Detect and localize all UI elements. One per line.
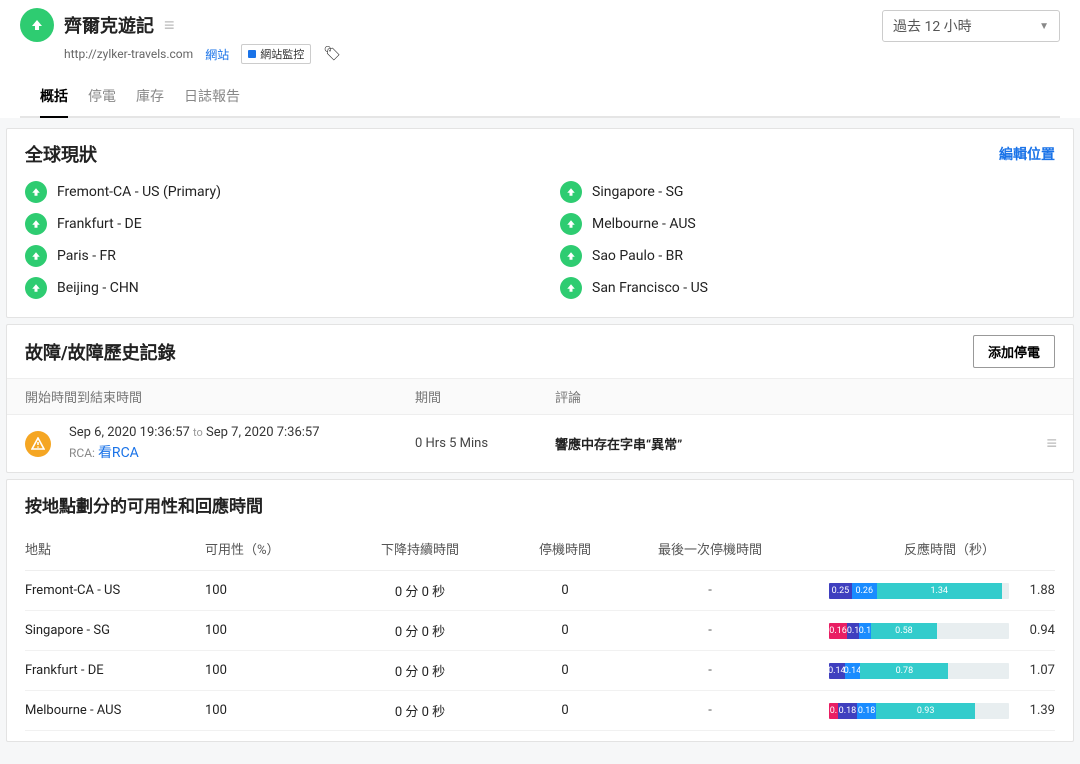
th-location: 地點 xyxy=(25,539,205,558)
cell-response-total: 1.39 xyxy=(1015,703,1055,718)
table-row: Frankfurt - DE1000 分 0 秒0- 0.140.140.78 1.… xyxy=(25,651,1055,691)
outage-history-title: 故障/故障歷史記錄 xyxy=(25,339,176,365)
location-item: San Francisco - US xyxy=(560,277,1055,299)
cell-availability: 100 xyxy=(205,623,335,638)
status-up-icon xyxy=(560,181,582,203)
response-bar: 0.0.180.180.93 xyxy=(829,703,1009,719)
location-name: Melbourne - AUS xyxy=(592,216,696,232)
warning-icon xyxy=(25,431,51,457)
cell-outages: 0 xyxy=(505,703,625,718)
col-comment-header: 評論 xyxy=(555,387,1055,406)
cell-last-outage: - xyxy=(625,703,795,718)
cell-availability: 100 xyxy=(205,583,335,598)
location-name: San Francisco - US xyxy=(592,280,708,296)
cell-last-outage: - xyxy=(625,623,795,638)
status-up-icon xyxy=(560,245,582,267)
tab-inventory[interactable]: 庫存 xyxy=(136,78,164,116)
table-row: Singapore - SG1000 分 0 秒0- 0.160.10.10.58… xyxy=(25,611,1055,651)
site-url: http://zylker-travels.com xyxy=(64,47,193,61)
th-last-outage: 最後一次停機時間 xyxy=(625,539,795,558)
location-name: Fremont-CA - US (Primary) xyxy=(57,184,221,200)
status-up-icon xyxy=(25,213,47,235)
status-up-icon xyxy=(25,181,47,203)
tab-outage[interactable]: 停電 xyxy=(88,78,116,116)
tab-overview[interactable]: 概括 xyxy=(40,78,68,118)
cell-downtime: 0 分 0 秒 xyxy=(335,701,505,720)
time-range-select[interactable]: 過去 12 小時 ▼ xyxy=(882,10,1060,42)
col-start-header: 開始時間到結束時間 xyxy=(25,387,415,406)
cell-outages: 0 xyxy=(505,623,625,638)
location-item: Melbourne - AUS xyxy=(560,213,1055,235)
page-title: 齊爾克遊記 xyxy=(64,12,154,38)
global-status-title: 全球現狀 xyxy=(25,141,97,167)
th-outages: 停機時間 xyxy=(505,539,625,558)
location-item: Beijing - CHN xyxy=(25,277,520,299)
response-table-title: 按地點劃分的可用性和回應時間 xyxy=(7,480,1073,525)
location-item: Frankfurt - DE xyxy=(25,213,520,235)
add-outage-button[interactable]: 添加停電 xyxy=(973,335,1055,368)
status-up-icon xyxy=(25,245,47,267)
table-row: Melbourne - AUS1000 分 0 秒0- 0.0.180.180.9… xyxy=(25,691,1055,731)
location-item: Singapore - SG xyxy=(560,181,1055,203)
location-item: Fremont-CA - US (Primary) xyxy=(25,181,520,203)
cell-outages: 0 xyxy=(505,583,625,598)
cell-last-outage: - xyxy=(625,663,795,678)
response-bar: 0.140.140.78 xyxy=(829,663,1009,679)
cell-response-total: 1.88 xyxy=(1015,583,1055,598)
site-link[interactable]: 網站 xyxy=(205,46,229,63)
tab-logs[interactable]: 日誌報告 xyxy=(184,78,240,116)
th-availability: 可用性（%） xyxy=(205,539,335,558)
th-downtime-duration: 下降持續時間 xyxy=(335,539,505,558)
cell-response-total: 1.07 xyxy=(1015,663,1055,678)
outage-comment: 響應中存在字串“異常” xyxy=(555,434,1046,453)
cell-downtime: 0 分 0 秒 xyxy=(335,581,505,600)
location-item: Paris - FR xyxy=(25,245,520,267)
location-name: Frankfurt - DE xyxy=(57,216,142,232)
cell-outages: 0 xyxy=(505,663,625,678)
monitor-tag[interactable]: 網站監控 xyxy=(241,44,311,64)
status-up-icon xyxy=(560,277,582,299)
location-name: Singapore - SG xyxy=(592,184,683,200)
outage-duration: 0 Hrs 5 Mins xyxy=(415,436,555,451)
outage-time-range: Sep 6, 2020 19:36:57 to Sep 7, 2020 7:36… xyxy=(69,425,415,440)
tag-icon[interactable]: 🏷 xyxy=(323,46,341,62)
cell-last-outage: - xyxy=(625,583,795,598)
status-up-icon xyxy=(560,213,582,235)
cell-location: Frankfurt - DE xyxy=(25,663,205,678)
location-name: Sao Paulo - BR xyxy=(592,248,683,264)
cell-availability: 100 xyxy=(205,703,335,718)
edit-locations-link[interactable]: 編輯位置 xyxy=(999,144,1055,164)
location-name: Paris - FR xyxy=(57,248,116,264)
rca-link[interactable]: 看RCA xyxy=(98,445,139,461)
location-name: Beijing - CHN xyxy=(57,280,139,296)
more-icon[interactable]: ≡ xyxy=(1046,433,1055,454)
location-item: Sao Paulo - BR xyxy=(560,245,1055,267)
menu-icon[interactable]: ≡ xyxy=(164,15,175,36)
cell-location: Singapore - SG xyxy=(25,623,205,638)
chevron-down-icon: ▼ xyxy=(1039,21,1049,32)
col-duration-header: 期間 xyxy=(415,387,555,406)
cell-availability: 100 xyxy=(205,663,335,678)
status-up-icon xyxy=(20,8,54,42)
response-bar: 0.160.10.10.58 xyxy=(829,623,1009,639)
cell-downtime: 0 分 0 秒 xyxy=(335,661,505,680)
response-bar: 0.250.261.34 xyxy=(829,583,1009,599)
th-response-time: 反應時間（秒） xyxy=(795,539,1055,558)
cell-location: Fremont-CA - US xyxy=(25,583,205,598)
cell-downtime: 0 分 0 秒 xyxy=(335,621,505,640)
table-row: Fremont-CA - US1000 分 0 秒0- 0.250.261.34 1… xyxy=(25,571,1055,611)
cell-location: Melbourne - AUS xyxy=(25,703,205,718)
cell-response-total: 0.94 xyxy=(1015,623,1055,638)
status-up-icon xyxy=(25,277,47,299)
